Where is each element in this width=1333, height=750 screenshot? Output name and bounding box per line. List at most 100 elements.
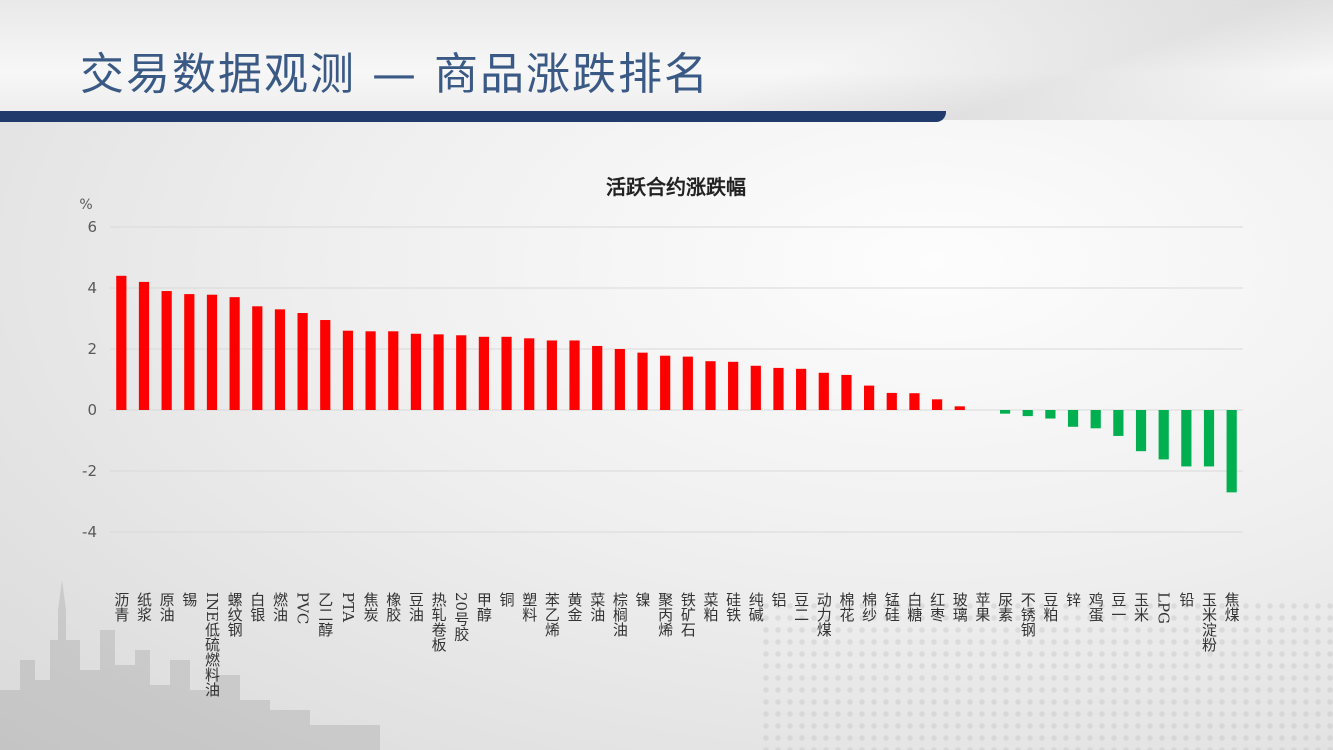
bar-26	[682, 356, 693, 410]
category-label: 苹果	[973, 592, 991, 622]
category-label: 玉米淀粉	[1200, 592, 1218, 653]
category-label: 聚丙烯	[656, 592, 674, 637]
y-tick-label: 0	[87, 401, 97, 419]
bar-50	[1226, 410, 1237, 493]
category-label: 鸡蛋	[1087, 592, 1105, 623]
bar-49	[1203, 410, 1215, 467]
bar-20	[546, 340, 557, 410]
world-map-dots-decoration	[760, 600, 1333, 750]
category-label: 不锈钢	[1019, 592, 1037, 638]
y-tick-label: -4	[82, 523, 97, 541]
bar-42	[1045, 410, 1056, 419]
bar-4	[184, 294, 195, 410]
category-label: 白糖	[905, 592, 923, 622]
category-label: 动力煤	[815, 592, 833, 637]
category-label: 黄金	[566, 592, 584, 622]
category-label: 原油	[158, 592, 176, 622]
category-label: LPG	[1155, 592, 1173, 624]
category-label: PVC	[294, 592, 312, 624]
bar-43	[1067, 410, 1079, 427]
bar-22	[592, 345, 603, 410]
header-background	[0, 0, 1333, 120]
category-label: 玉米	[1132, 592, 1150, 622]
category-label: 焦炭	[362, 592, 380, 622]
category-label: 橡胶	[384, 592, 402, 623]
header-swoosh-decoration	[700, 0, 1333, 120]
category-label: INE低硫燃料油	[203, 592, 221, 697]
y-tick-label: 6	[87, 218, 97, 236]
title-underline-bar	[0, 111, 946, 122]
category-label: 镍	[634, 591, 652, 607]
category-label: 铁矿石	[679, 592, 697, 637]
bar-24	[637, 352, 648, 410]
category-label: 红枣	[928, 592, 946, 622]
bar-31	[796, 368, 807, 410]
page-title: 交易数据观测 — 商品涨跌排名	[80, 49, 710, 100]
bar-27	[705, 361, 716, 410]
bar-29	[750, 365, 761, 410]
bar-21	[569, 340, 580, 410]
y-tick-label: 4	[87, 279, 97, 297]
chart-title: 活跃合约涨跌幅	[606, 175, 746, 199]
category-label: 菜粕	[701, 592, 719, 622]
bar-7	[252, 306, 263, 410]
bar-19	[524, 338, 535, 410]
bar-32	[818, 372, 829, 410]
bar-15	[433, 334, 444, 410]
bar-11	[342, 330, 354, 410]
category-label: 玻璃	[951, 592, 969, 622]
y-tick-label: 2	[87, 340, 97, 358]
bar-45	[1113, 410, 1124, 436]
category-label: 豆二	[792, 592, 810, 622]
y-axis-unit-label: %	[79, 197, 92, 213]
y-tick-label: -2	[82, 462, 97, 480]
category-label: 纯碱	[747, 592, 765, 623]
category-label: 尿素	[996, 592, 1014, 622]
bar-14	[410, 333, 422, 410]
bar-16	[456, 335, 467, 410]
bar-47	[1158, 410, 1169, 460]
category-label: 乙二醇	[316, 592, 334, 637]
category-label: 铅	[1177, 592, 1195, 607]
bar-30	[773, 367, 784, 410]
bar-40	[999, 410, 1011, 414]
bar-17	[478, 336, 489, 410]
bar-10	[320, 320, 331, 410]
bar-8	[274, 309, 286, 410]
category-label: 豆一	[1109, 592, 1127, 622]
bar-44	[1090, 410, 1101, 429]
category-label: 纸浆	[135, 592, 153, 622]
category-label: 燃油	[271, 591, 289, 622]
bar-6	[229, 297, 240, 410]
category-label: 铝	[769, 592, 787, 607]
category-label: 螺纹钢	[226, 592, 244, 638]
bar-18	[501, 336, 512, 410]
y-axis-ticks: -4 -2 0 2 4 6	[82, 218, 97, 541]
category-label: 塑料	[520, 592, 538, 622]
bars	[116, 275, 1237, 493]
category-label: 豆油	[407, 592, 425, 622]
bar-41	[1022, 410, 1033, 417]
category-label: 锰硅	[883, 592, 901, 622]
category-label: 棉纱	[860, 592, 878, 622]
category-label: 棕榈油	[611, 592, 629, 637]
bar-37	[931, 399, 943, 410]
category-label: 锌	[1064, 592, 1082, 607]
bar-38	[954, 406, 965, 410]
category-label: 菜油	[588, 592, 606, 622]
category-label: 白银	[248, 592, 266, 622]
category-label: 锡	[180, 592, 198, 607]
bar-25	[660, 355, 671, 410]
bar-2	[138, 281, 150, 410]
category-label: 沥青	[112, 592, 130, 622]
category-label: 20号胶	[452, 592, 470, 642]
bar-9	[297, 313, 308, 410]
bar-5	[206, 294, 218, 410]
bar-33	[841, 374, 852, 410]
category-label: 苯乙烯	[543, 592, 561, 637]
category-label: 焦煤	[1223, 592, 1241, 622]
city-skyline-decoration	[0, 580, 380, 750]
bar-12	[365, 331, 376, 410]
